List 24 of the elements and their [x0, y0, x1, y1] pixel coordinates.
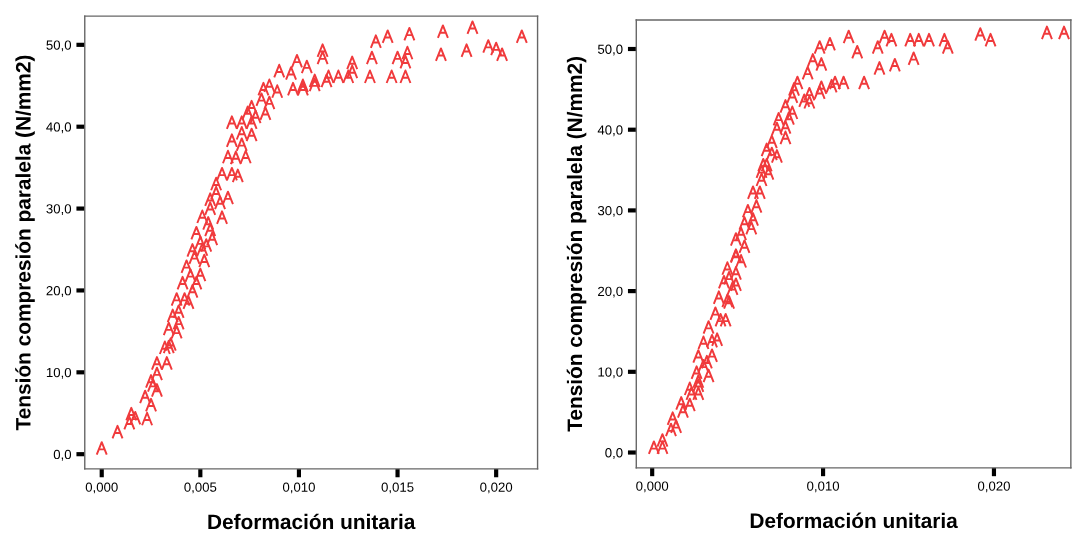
y-tick-label: 0,0 [605, 448, 623, 459]
y-tick-label: 20,0 [46, 286, 72, 297]
y-tick-label: 0,0 [53, 449, 72, 461]
y-tick-label: 50,0 [46, 40, 72, 52]
y-tick-label: 10,0 [46, 367, 72, 379]
y-axis-title: Tensión compresión paralela (N/mm2) [566, 56, 587, 432]
y-tick-label: 30,0 [597, 205, 623, 217]
x-axis-title: Deformación unitaria [208, 513, 416, 530]
x-tick-label: 0,000 [85, 482, 118, 494]
x-tick-label: 0,020 [977, 481, 1010, 493]
y-axis-title: Tensión compresión paralela (N/mm2) [15, 55, 35, 431]
x-tick-label: 0,020 [480, 482, 513, 494]
y-tick-label: 20,0 [598, 286, 623, 298]
x-tick-label: 0,010 [807, 481, 840, 493]
y-tick-label: 10,0 [598, 367, 623, 379]
y-tick-label: 50,0 [597, 44, 623, 56]
y-tick-label: 30,0 [46, 204, 72, 216]
y-tick-label: 40,0 [46, 122, 72, 134]
x-tick-label: 0,015 [381, 482, 414, 494]
x-tick-label: 0,000 [636, 481, 669, 493]
y-tick-label: 40,0 [597, 125, 623, 137]
x-axis-title: Deformación unitaria [750, 512, 958, 529]
x-tick-label: 0,005 [184, 482, 217, 494]
x-tick-label: 0,010 [282, 482, 315, 494]
